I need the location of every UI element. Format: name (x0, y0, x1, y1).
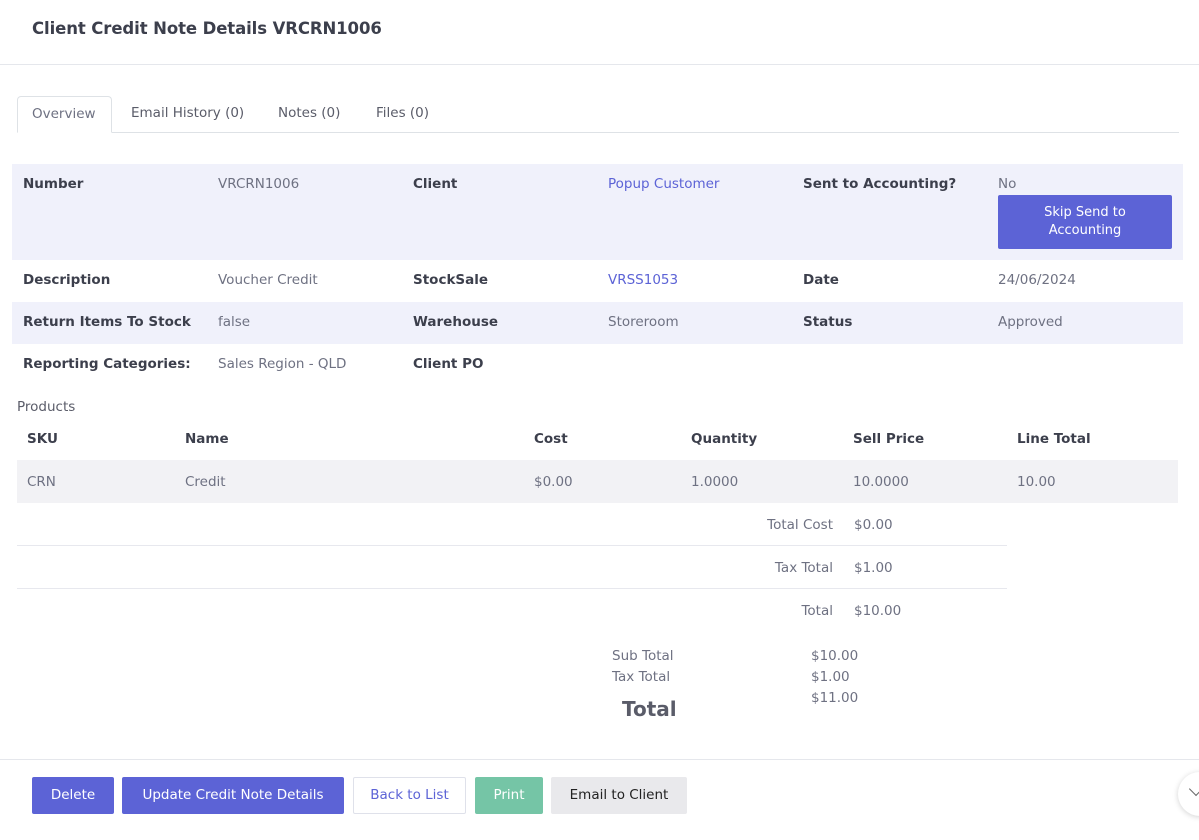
tax-total-value: $1.00 (854, 560, 893, 576)
col-quantity: Quantity (691, 431, 758, 447)
footer-actions: Delete Update Credit Note Details Back t… (0, 759, 1199, 840)
reporting-categories-label: Reporting Categories: (23, 356, 191, 372)
page-header: Client Credit Note Details VRCRN1006 (0, 0, 1199, 65)
total-label: Total (801, 603, 833, 619)
client-po-label: Client PO (413, 356, 484, 372)
delete-button[interactable]: Delete (32, 777, 114, 814)
cell-name: Credit (185, 474, 226, 490)
update-credit-note-button[interactable]: Update Credit Note Details (122, 777, 344, 814)
warehouse-value: Storeroom (608, 314, 679, 330)
details-row-reporting: Reporting Categories: Sales Region - QLD… (12, 344, 1183, 386)
number-label: Number (23, 176, 84, 192)
sent-to-accounting-label: Sent to Accounting? (803, 176, 957, 192)
stocksale-label: StockSale (413, 272, 489, 288)
client-label: Client (413, 176, 458, 192)
summary-total-value: $11.00 (811, 690, 859, 706)
status-label: Status (803, 314, 853, 330)
chevron-down-icon (1188, 781, 1199, 797)
tab-files[interactable]: Files (0) (376, 105, 430, 121)
products-table: SKU Name Cost Quantity Sell Price Line T… (17, 418, 1178, 632)
col-line-total: Line Total (1017, 431, 1091, 447)
tab-bar: Overview Email History (0) Notes (0) Fil… (17, 96, 1179, 133)
details-row-return: Return Items To Stock false Warehouse St… (12, 302, 1183, 344)
skip-send-to-accounting-button[interactable]: Skip Send to Accounting (998, 195, 1172, 249)
total-cost-value: $0.00 (854, 517, 893, 533)
return-items-label: Return Items To Stock (23, 314, 191, 330)
back-to-list-button[interactable]: Back to List (353, 777, 466, 814)
client-link[interactable]: Popup Customer (608, 176, 720, 192)
tab-overview[interactable]: Overview (17, 96, 112, 133)
print-button[interactable]: Print (475, 777, 543, 814)
warehouse-label: Warehouse (413, 314, 499, 330)
description-label: Description (23, 272, 111, 288)
number-value: VRCRN1006 (218, 176, 300, 192)
products-heading: Products (17, 399, 76, 415)
cell-quantity: 1.0000 (691, 474, 739, 490)
status-value: Approved (998, 314, 1063, 330)
email-to-client-button[interactable]: Email to Client (551, 777, 687, 814)
return-items-value: false (218, 314, 251, 330)
summary-tax-total-label: Tax Total (612, 669, 671, 685)
cell-cost: $0.00 (534, 474, 573, 490)
col-name: Name (185, 431, 229, 447)
total-cost-label: Total Cost (767, 517, 833, 533)
tax-total-label: Tax Total (774, 560, 833, 576)
sent-to-accounting-value: No (998, 176, 1017, 192)
products-table-header: SKU Name Cost Quantity Sell Price Line T… (17, 418, 1178, 460)
table-row: CRN Credit $0.00 1.0000 10.0000 10.00 (17, 460, 1178, 503)
col-sku: SKU (27, 431, 58, 447)
summary-sub-total-value: $10.00 (811, 648, 859, 664)
col-cost: Cost (534, 431, 568, 447)
total-value: $10.00 (854, 603, 902, 619)
details-row-number: Number VRCRN1006 Client Popup Customer S… (12, 164, 1183, 260)
summary-tax-total-value: $1.00 (811, 669, 850, 685)
cell-sku: CRN (27, 474, 56, 490)
description-value: Voucher Credit (218, 272, 318, 288)
stocksale-link[interactable]: VRSS1053 (608, 272, 679, 288)
reporting-categories-value: Sales Region - QLD (218, 356, 347, 372)
date-value: 24/06/2024 (998, 272, 1076, 288)
cell-sell-price: 10.0000 (853, 474, 909, 490)
summary-totals: Sub Total $10.00 Tax Total $1.00 Total $… (612, 648, 912, 728)
summary-total-label: Total (622, 697, 677, 721)
details-row-description: Description Voucher Credit StockSale VRS… (12, 260, 1183, 302)
scroll-down-button[interactable] (1178, 772, 1199, 816)
details-table: Number VRCRN1006 Client Popup Customer S… (12, 164, 1183, 386)
summary-sub-total-label: Sub Total (612, 648, 674, 664)
tax-total-row: Tax Total $1.00 (17, 546, 1007, 589)
tab-notes[interactable]: Notes (0) (278, 105, 341, 121)
page-title: Client Credit Note Details VRCRN1006 (32, 19, 382, 38)
col-sell-price: Sell Price (853, 431, 925, 447)
total-cost-row: Total Cost $0.00 (17, 503, 1007, 546)
total-row: Total $10.00 (17, 589, 1007, 632)
date-label: Date (803, 272, 839, 288)
cell-line-total: 10.00 (1017, 474, 1056, 490)
tab-email-history[interactable]: Email History (0) (131, 105, 245, 121)
